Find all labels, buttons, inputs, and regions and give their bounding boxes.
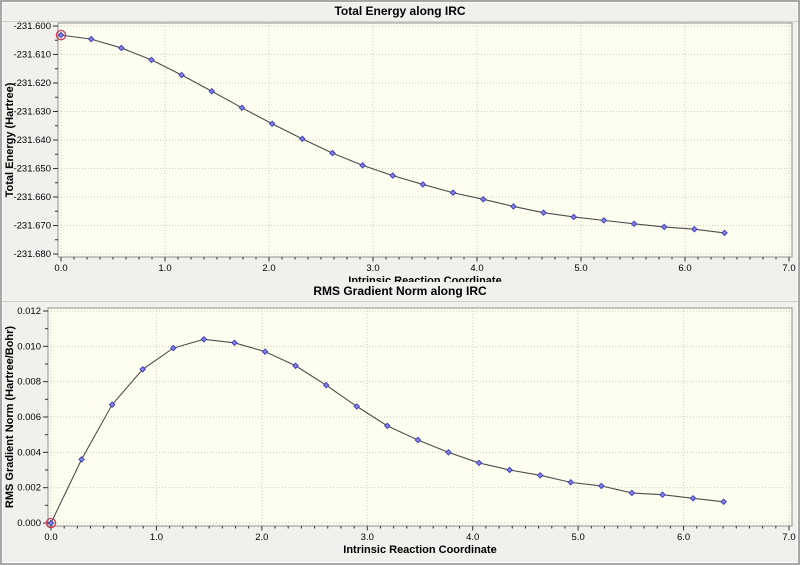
x-tick-label: 2.0 — [255, 532, 268, 543]
x-tick-label: 4.0 — [466, 532, 479, 543]
data-point-marker[interactable] — [570, 213, 578, 221]
y-tick-label: -231.670 — [13, 221, 51, 232]
selected-point-ring — [45, 517, 57, 529]
y-tick-label: 0.002 — [17, 483, 41, 494]
y-tick-label: 0.000 — [17, 518, 41, 529]
data-point-marker[interactable] — [148, 56, 155, 64]
data-point-marker[interactable] — [720, 498, 727, 506]
data-point-marker[interactable] — [598, 482, 605, 490]
rms-gradient-plot-canvas: 0.0 1.0 2.0 3.0 4.0 5.0 6.0 7.0 0.012 0.010 0.008 0… — [4, 306, 796, 556]
data-point-marker[interactable] — [139, 365, 147, 373]
x-tick-label: 6.0 — [678, 263, 691, 274]
data-point-marker[interactable] — [445, 449, 452, 456]
x-axis-title: Intrinsic Reaction Coordinate — [343, 544, 496, 556]
data-point-marker[interactable] — [178, 71, 185, 79]
data-point-marker[interactable] — [479, 195, 487, 203]
y-axis-title: RMS Gradient Norm (Hartree/Bohr) — [4, 326, 16, 508]
y-tick-label: -231.680 — [13, 249, 51, 260]
data-point-marker[interactable] — [298, 135, 306, 143]
data-point-marker[interactable] — [231, 339, 238, 347]
data-point-marker[interactable] — [628, 489, 636, 497]
data-point-marker[interactable] — [630, 220, 638, 228]
y-tick-label: -231.650 — [13, 164, 51, 175]
total-energy-chart-panel: Total Energy along IRC 0.0 1.0 2.0 3.0 4.0 5.… — [2, 2, 798, 282]
y-tick-label: -231.630 — [13, 107, 51, 118]
x-tick-label: 4.0 — [470, 263, 483, 274]
data-point-marker[interactable] — [268, 120, 276, 128]
data-point-marker[interactable] — [169, 344, 177, 352]
data-point-marker[interactable] — [449, 189, 457, 197]
data-point-marker[interactable] — [540, 209, 547, 216]
data-point-marker[interactable] — [208, 87, 216, 95]
data-point-marker[interactable] — [389, 172, 397, 179]
data-point-marker[interactable] — [353, 403, 361, 410]
data-point-marker[interactable] — [506, 466, 513, 474]
data-point-marker[interactable] — [567, 479, 575, 486]
rms-gradient-chart-title: RMS Gradient Norm along IRC — [2, 282, 798, 302]
data-point-marker[interactable] — [475, 459, 483, 467]
y-tick-label: 0.012 — [17, 306, 41, 317]
data-point-marker[interactable] — [414, 436, 422, 444]
total-energy-plot-canvas: 0.0 1.0 2.0 3.0 4.0 5.0 6.0 7.0 -231.600 -231.610… — [4, 22, 796, 282]
data-point-marker[interactable] — [721, 229, 728, 237]
data-point-marker[interactable] — [536, 471, 544, 479]
y-tick-label: 0.006 — [17, 412, 41, 423]
y-tick-label: -231.660 — [13, 192, 51, 203]
y-tick-label: 0.004 — [17, 447, 41, 458]
y-tick-label: -231.610 — [13, 50, 51, 61]
x-tick-label: 1.0 — [150, 532, 163, 543]
data-point-marker[interactable] — [329, 149, 336, 157]
x-tick-label: 0.0 — [54, 263, 67, 274]
data-point-marker[interactable] — [689, 494, 697, 502]
x-tick-label: 1.0 — [158, 263, 171, 274]
data-point-marker[interactable] — [87, 35, 95, 43]
rms-gradient-chart-panel: RMS Gradient Norm along IRC 0.0 1.0 2.0 3.0… — [2, 282, 798, 563]
data-point-marker[interactable] — [57, 31, 65, 39]
y-tick-label: 0.010 — [17, 341, 41, 352]
data-point-marker[interactable] — [691, 225, 698, 233]
x-tick-label: 2.0 — [262, 263, 275, 274]
data-point-marker[interactable] — [108, 401, 116, 408]
x-tick-label: 7.0 — [782, 263, 795, 274]
data-point-marker[interactable] — [659, 491, 666, 499]
data-point-marker[interactable] — [78, 456, 85, 463]
data-point-marker[interactable] — [419, 181, 427, 188]
total-energy-chart-title: Total Energy along IRC — [2, 2, 798, 22]
rms-gradient-plot-area: 0.0 1.0 2.0 3.0 4.0 5.0 6.0 7.0 0.012 0.010 0.008 0… — [2, 302, 798, 563]
data-point-marker[interactable] — [292, 362, 299, 370]
data-point-marker[interactable] — [359, 162, 366, 169]
total-energy-plot-area: 0.0 1.0 2.0 3.0 4.0 5.0 6.0 7.0 -231.600 -231.610… — [2, 22, 798, 282]
x-tick-label: 3.0 — [361, 532, 374, 543]
x-axis-title: Intrinsic Reaction Coordinate — [348, 275, 501, 282]
y-tick-label: -231.620 — [13, 78, 51, 89]
data-point-marker[interactable] — [238, 104, 246, 112]
data-point-marker[interactable] — [600, 217, 608, 224]
y-axis-title: Total Energy (Hartree) — [4, 82, 16, 197]
y-tick-label: 0.008 — [17, 377, 41, 388]
x-tick-label: 5.0 — [572, 532, 585, 543]
x-tick-label: 7.0 — [782, 532, 795, 543]
data-point-marker[interactable] — [322, 381, 330, 389]
x-tick-label: 3.0 — [366, 263, 379, 274]
data-point-marker[interactable] — [200, 335, 208, 343]
data-point-marker[interactable] — [384, 422, 391, 430]
data-point-marker[interactable] — [47, 519, 55, 527]
y-tick-label: -231.640 — [13, 135, 51, 146]
x-tick-label: 0.0 — [44, 532, 57, 543]
y-tick-label: -231.600 — [13, 22, 51, 32]
data-point-marker[interactable] — [118, 44, 125, 52]
x-tick-label: 5.0 — [574, 263, 587, 274]
data-point-marker[interactable] — [510, 203, 517, 210]
x-tick-label: 6.0 — [677, 532, 690, 543]
selected-point-ring — [55, 29, 67, 41]
data-point-marker[interactable] — [660, 223, 668, 231]
data-point-marker[interactable] — [261, 348, 269, 355]
